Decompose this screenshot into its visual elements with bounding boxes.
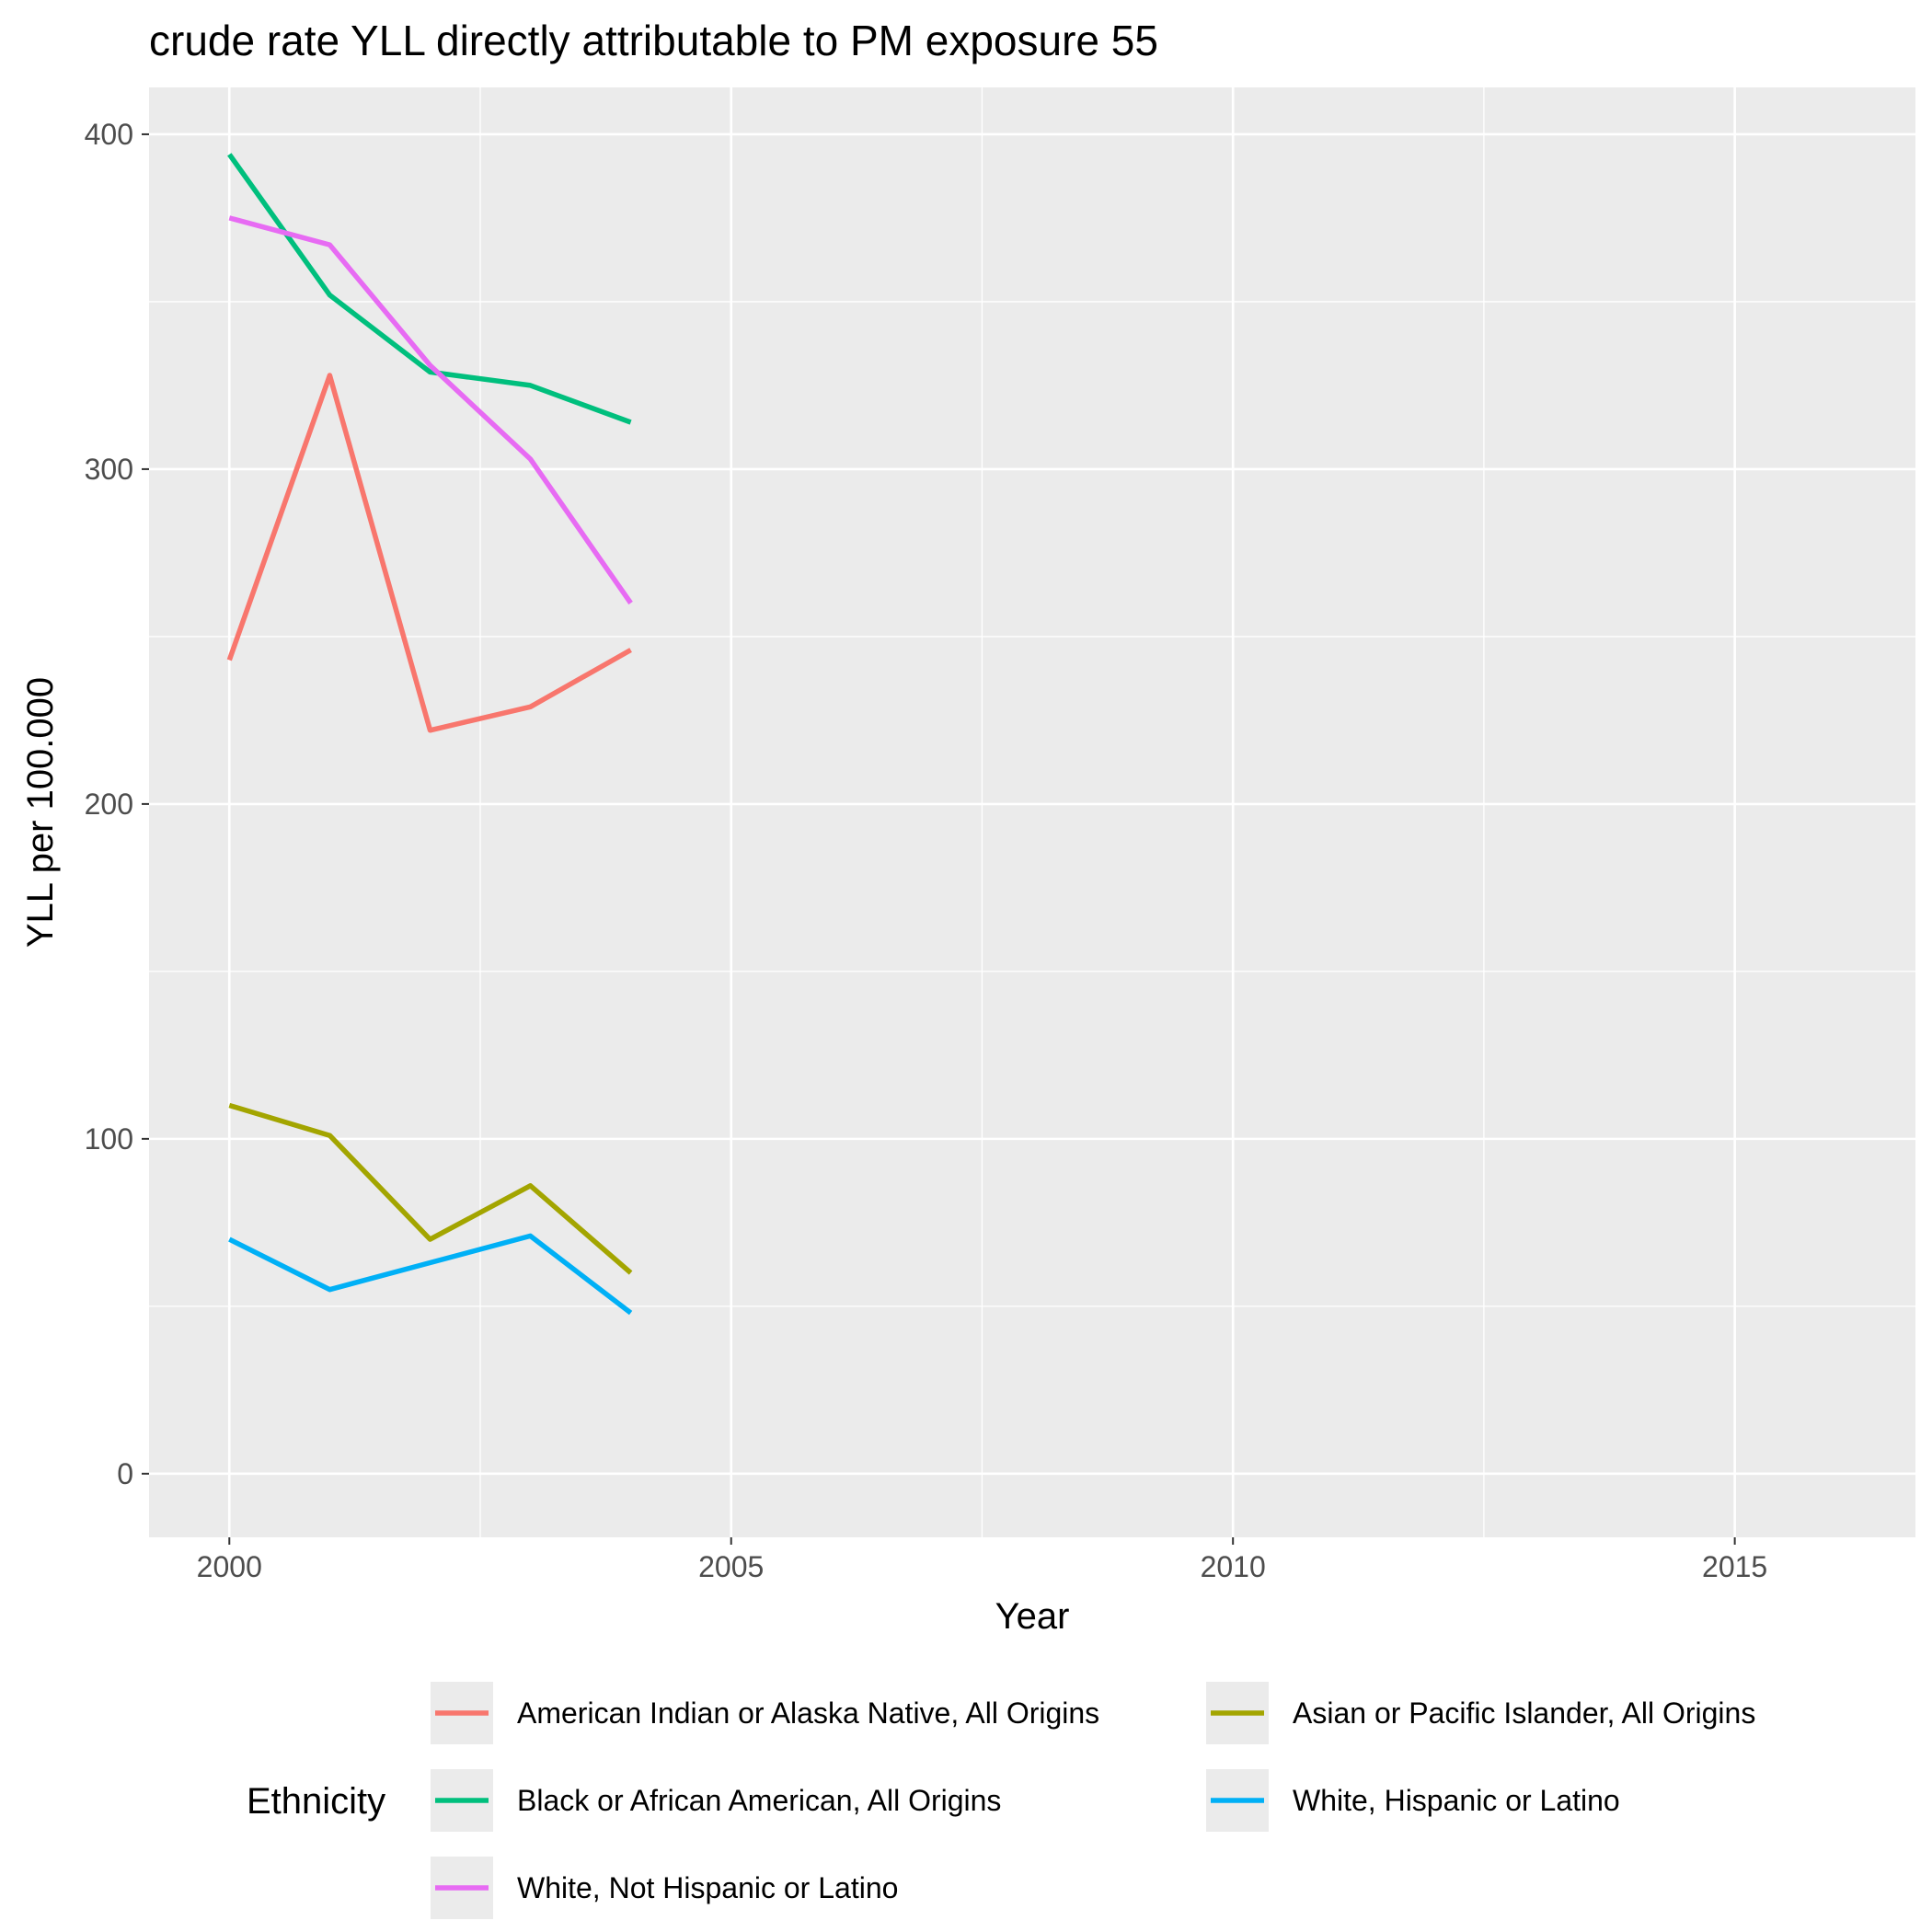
legend: Ethnicity American Indian or Alaska Nati… <box>247 1680 1755 1921</box>
y-tick-label: 0 <box>117 1457 133 1490</box>
series-line-5 <box>228 215 633 605</box>
series-line-1 <box>226 373 632 733</box>
legend-label: Black or African American, All Origins <box>517 1784 1001 1817</box>
major-gridlines <box>149 87 1915 1537</box>
x-tick-label: 2000 <box>197 1550 262 1583</box>
chart-title: crude rate YLL directly attributable to … <box>149 17 1158 64</box>
series-line-2 <box>228 1102 633 1275</box>
y-axis: 0 100 200 300 400 <box>85 118 149 1490</box>
x-tick-label: 2010 <box>1201 1550 1266 1583</box>
series-line-4 <box>228 1233 633 1316</box>
y-tick-label: 400 <box>85 118 133 151</box>
plot-panel <box>149 87 1915 1537</box>
series-line-3 <box>227 153 632 425</box>
x-axis-title: Year <box>995 1596 1070 1637</box>
legend-label: American Indian or Alaska Native, All Or… <box>517 1696 1099 1730</box>
y-tick-label: 200 <box>85 788 133 821</box>
minor-gridlines <box>149 87 1915 1537</box>
series-lines <box>226 153 633 1316</box>
x-axis: 2000 2005 2010 2015 <box>197 1537 1767 1583</box>
legend-label: White, Hispanic or Latino <box>1293 1784 1620 1817</box>
y-tick-label: 100 <box>85 1122 133 1156</box>
y-tick-label: 300 <box>85 453 133 486</box>
legend-label: Asian or Pacific Islander, All Origins <box>1293 1696 1755 1730</box>
y-axis-title: YLL per 100.000 <box>20 677 61 948</box>
legend-title: Ethnicity <box>247 1781 385 1822</box>
x-tick-label: 2005 <box>698 1550 764 1583</box>
legend-label: White, Not Hispanic or Latino <box>517 1871 898 1904</box>
x-tick-label: 2015 <box>1702 1550 1767 1583</box>
